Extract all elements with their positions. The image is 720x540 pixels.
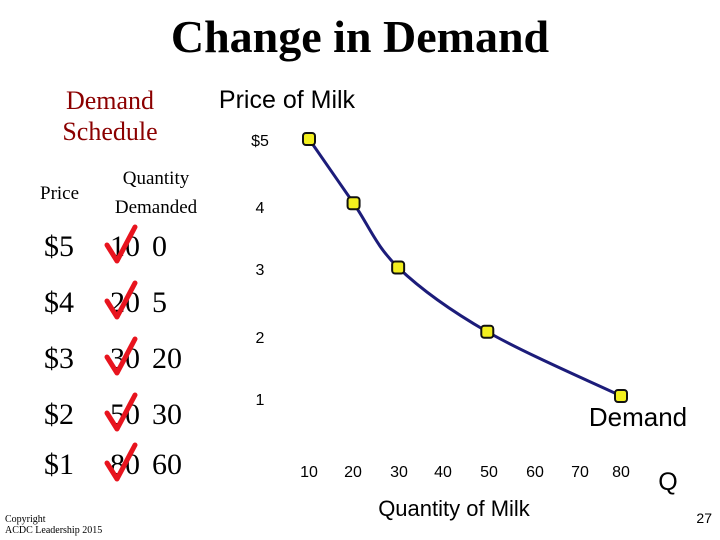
y-tick-label: 2	[256, 330, 265, 347]
schedule-new-quantity: 20	[152, 342, 182, 375]
schedule-price: $3	[44, 342, 74, 375]
data-point-marker	[302, 132, 316, 146]
schedule-price: $5	[44, 230, 74, 263]
page-number: 27	[696, 510, 712, 526]
schedule-price: $2	[44, 398, 74, 431]
y-tick-label: 1	[256, 392, 265, 409]
y-tick-label: $5	[251, 133, 269, 150]
x-tick-label: 60	[526, 464, 544, 481]
strike-mark	[104, 280, 138, 320]
quantity-header-line1: Quantity	[122, 168, 190, 189]
schedule-price: $4	[44, 286, 74, 319]
data-point-marker	[480, 324, 495, 339]
x-axis-label: Quantity of Milk	[378, 496, 531, 521]
schedule-new-quantity: 5	[152, 286, 167, 319]
data-point-marker	[391, 260, 406, 275]
y-tick-label: 3	[256, 262, 265, 279]
schedule-price: $1	[44, 448, 74, 481]
x-tick-label: 40	[434, 464, 452, 481]
quantity-header-line2: Demanded	[114, 196, 198, 218]
curve-label: Demand	[589, 402, 687, 432]
strike-mark	[104, 224, 138, 264]
strike-mark	[104, 442, 138, 482]
strike-mark	[104, 336, 138, 376]
schedule-new-quantity: 60	[152, 448, 182, 481]
schedule-title-line2: Schedule	[62, 116, 158, 146]
slide-title: Change in Demand	[170, 11, 550, 62]
strike-mark	[104, 392, 138, 432]
x-tick-label: 10	[300, 464, 318, 481]
demand-curve	[307, 138, 622, 398]
schedule-new-quantity: 0	[152, 230, 167, 263]
schedule-new-quantity: 30	[152, 398, 182, 431]
x-tick-label: 70	[571, 464, 589, 481]
quantity-column-header: Quantity Demanded	[104, 165, 208, 222]
copyright: Copyright ACDC Leadership 2015	[5, 514, 102, 536]
data-point-marker	[346, 196, 361, 211]
x-tick-label: 20	[344, 464, 362, 481]
price-column-header: Price	[40, 183, 80, 204]
schedule-title-line1: Demand	[65, 86, 155, 115]
y-tick-label: 4	[256, 200, 265, 217]
x-axis-end-label: Q	[658, 468, 677, 496]
data-point-marker	[614, 389, 628, 403]
copyright-line1: Copyright	[5, 514, 46, 525]
x-tick-label: 50	[480, 464, 498, 481]
copyright-line2: ACDC Leadership 2015	[5, 525, 103, 536]
x-tick-label: 80	[612, 464, 630, 481]
y-axis-label: Price of Milk	[219, 86, 356, 114]
x-tick-label: 30	[390, 464, 408, 481]
schedule-title: Demand Schedule	[40, 86, 180, 147]
